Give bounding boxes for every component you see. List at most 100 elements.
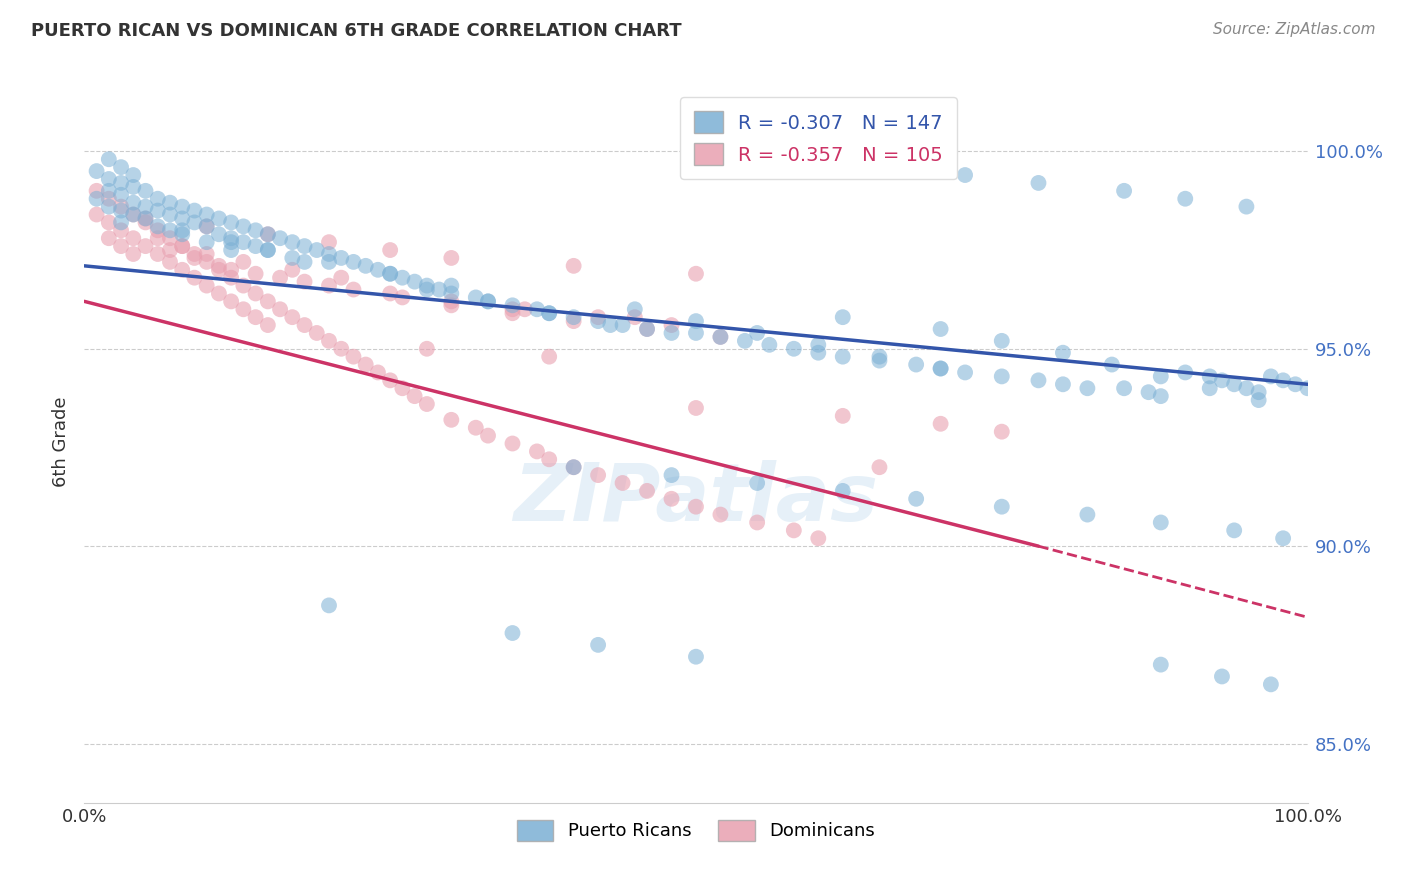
- Point: [318, 334, 340, 348]
- Point: [330, 270, 353, 285]
- Point: [318, 278, 340, 293]
- Point: [367, 262, 389, 277]
- Point: [257, 294, 280, 309]
- Point: [195, 219, 218, 234]
- Point: [1137, 385, 1160, 400]
- Point: [1236, 200, 1258, 214]
- Point: [991, 425, 1014, 439]
- Point: [305, 326, 328, 340]
- Point: [440, 251, 463, 265]
- Point: [440, 298, 463, 312]
- Point: [172, 227, 194, 242]
- Text: Source: ZipAtlas.com: Source: ZipAtlas.com: [1212, 22, 1375, 37]
- Point: [416, 278, 439, 293]
- Point: [172, 239, 194, 253]
- Point: [624, 310, 647, 325]
- Point: [1150, 657, 1173, 672]
- Point: [257, 243, 280, 257]
- Point: [929, 361, 952, 376]
- Point: [342, 255, 364, 269]
- Point: [1174, 366, 1197, 380]
- Point: [122, 247, 145, 261]
- Point: [685, 326, 707, 340]
- Point: [747, 326, 769, 340]
- Point: [427, 283, 450, 297]
- Point: [709, 508, 731, 522]
- Point: [1223, 524, 1246, 538]
- Point: [807, 531, 830, 545]
- Point: [208, 227, 231, 242]
- Point: [1114, 184, 1136, 198]
- Point: [269, 231, 291, 245]
- Point: [86, 207, 108, 221]
- Point: [831, 310, 853, 325]
- Point: [1076, 381, 1098, 395]
- Point: [318, 599, 340, 613]
- Point: [477, 294, 499, 309]
- Point: [294, 318, 316, 332]
- Point: [281, 235, 304, 249]
- Point: [232, 278, 254, 293]
- Point: [526, 302, 548, 317]
- Point: [195, 278, 218, 293]
- Point: [783, 153, 806, 167]
- Point: [783, 342, 806, 356]
- Point: [685, 649, 707, 664]
- Point: [219, 294, 242, 309]
- Point: [685, 500, 707, 514]
- Point: [330, 251, 353, 265]
- Point: [122, 207, 145, 221]
- Point: [661, 326, 683, 340]
- Point: [281, 310, 304, 325]
- Point: [1260, 677, 1282, 691]
- Point: [1028, 373, 1050, 387]
- Point: [122, 231, 145, 245]
- Point: [367, 366, 389, 380]
- Point: [477, 428, 499, 442]
- Point: [281, 251, 304, 265]
- Point: [219, 243, 242, 257]
- Point: [440, 278, 463, 293]
- Point: [685, 267, 707, 281]
- Point: [195, 235, 218, 249]
- Point: [562, 314, 585, 328]
- Point: [97, 172, 120, 186]
- Point: [758, 338, 780, 352]
- Point: [953, 366, 976, 380]
- Point: [1211, 669, 1233, 683]
- Point: [146, 223, 169, 237]
- Point: [905, 491, 928, 506]
- Point: [747, 516, 769, 530]
- Point: [208, 262, 231, 277]
- Y-axis label: 6th Grade: 6th Grade: [52, 396, 70, 487]
- Point: [1052, 345, 1074, 359]
- Point: [599, 318, 621, 332]
- Point: [354, 259, 377, 273]
- Point: [391, 290, 413, 304]
- Point: [195, 247, 218, 261]
- Point: [232, 255, 254, 269]
- Point: [929, 361, 952, 376]
- Point: [380, 267, 402, 281]
- Point: [219, 270, 242, 285]
- Point: [219, 235, 242, 249]
- Point: [709, 330, 731, 344]
- Point: [183, 215, 205, 229]
- Point: [464, 290, 486, 304]
- Point: [97, 153, 120, 167]
- Point: [208, 259, 231, 273]
- Point: [122, 168, 145, 182]
- Legend: Puerto Ricans, Dominicans: Puerto Ricans, Dominicans: [510, 813, 882, 848]
- Point: [586, 310, 609, 325]
- Point: [404, 389, 426, 403]
- Point: [831, 483, 853, 498]
- Point: [929, 322, 952, 336]
- Point: [172, 200, 194, 214]
- Point: [146, 231, 169, 245]
- Point: [380, 286, 402, 301]
- Point: [135, 211, 157, 226]
- Point: [219, 262, 242, 277]
- Point: [807, 338, 830, 352]
- Point: [195, 207, 218, 221]
- Point: [685, 145, 707, 159]
